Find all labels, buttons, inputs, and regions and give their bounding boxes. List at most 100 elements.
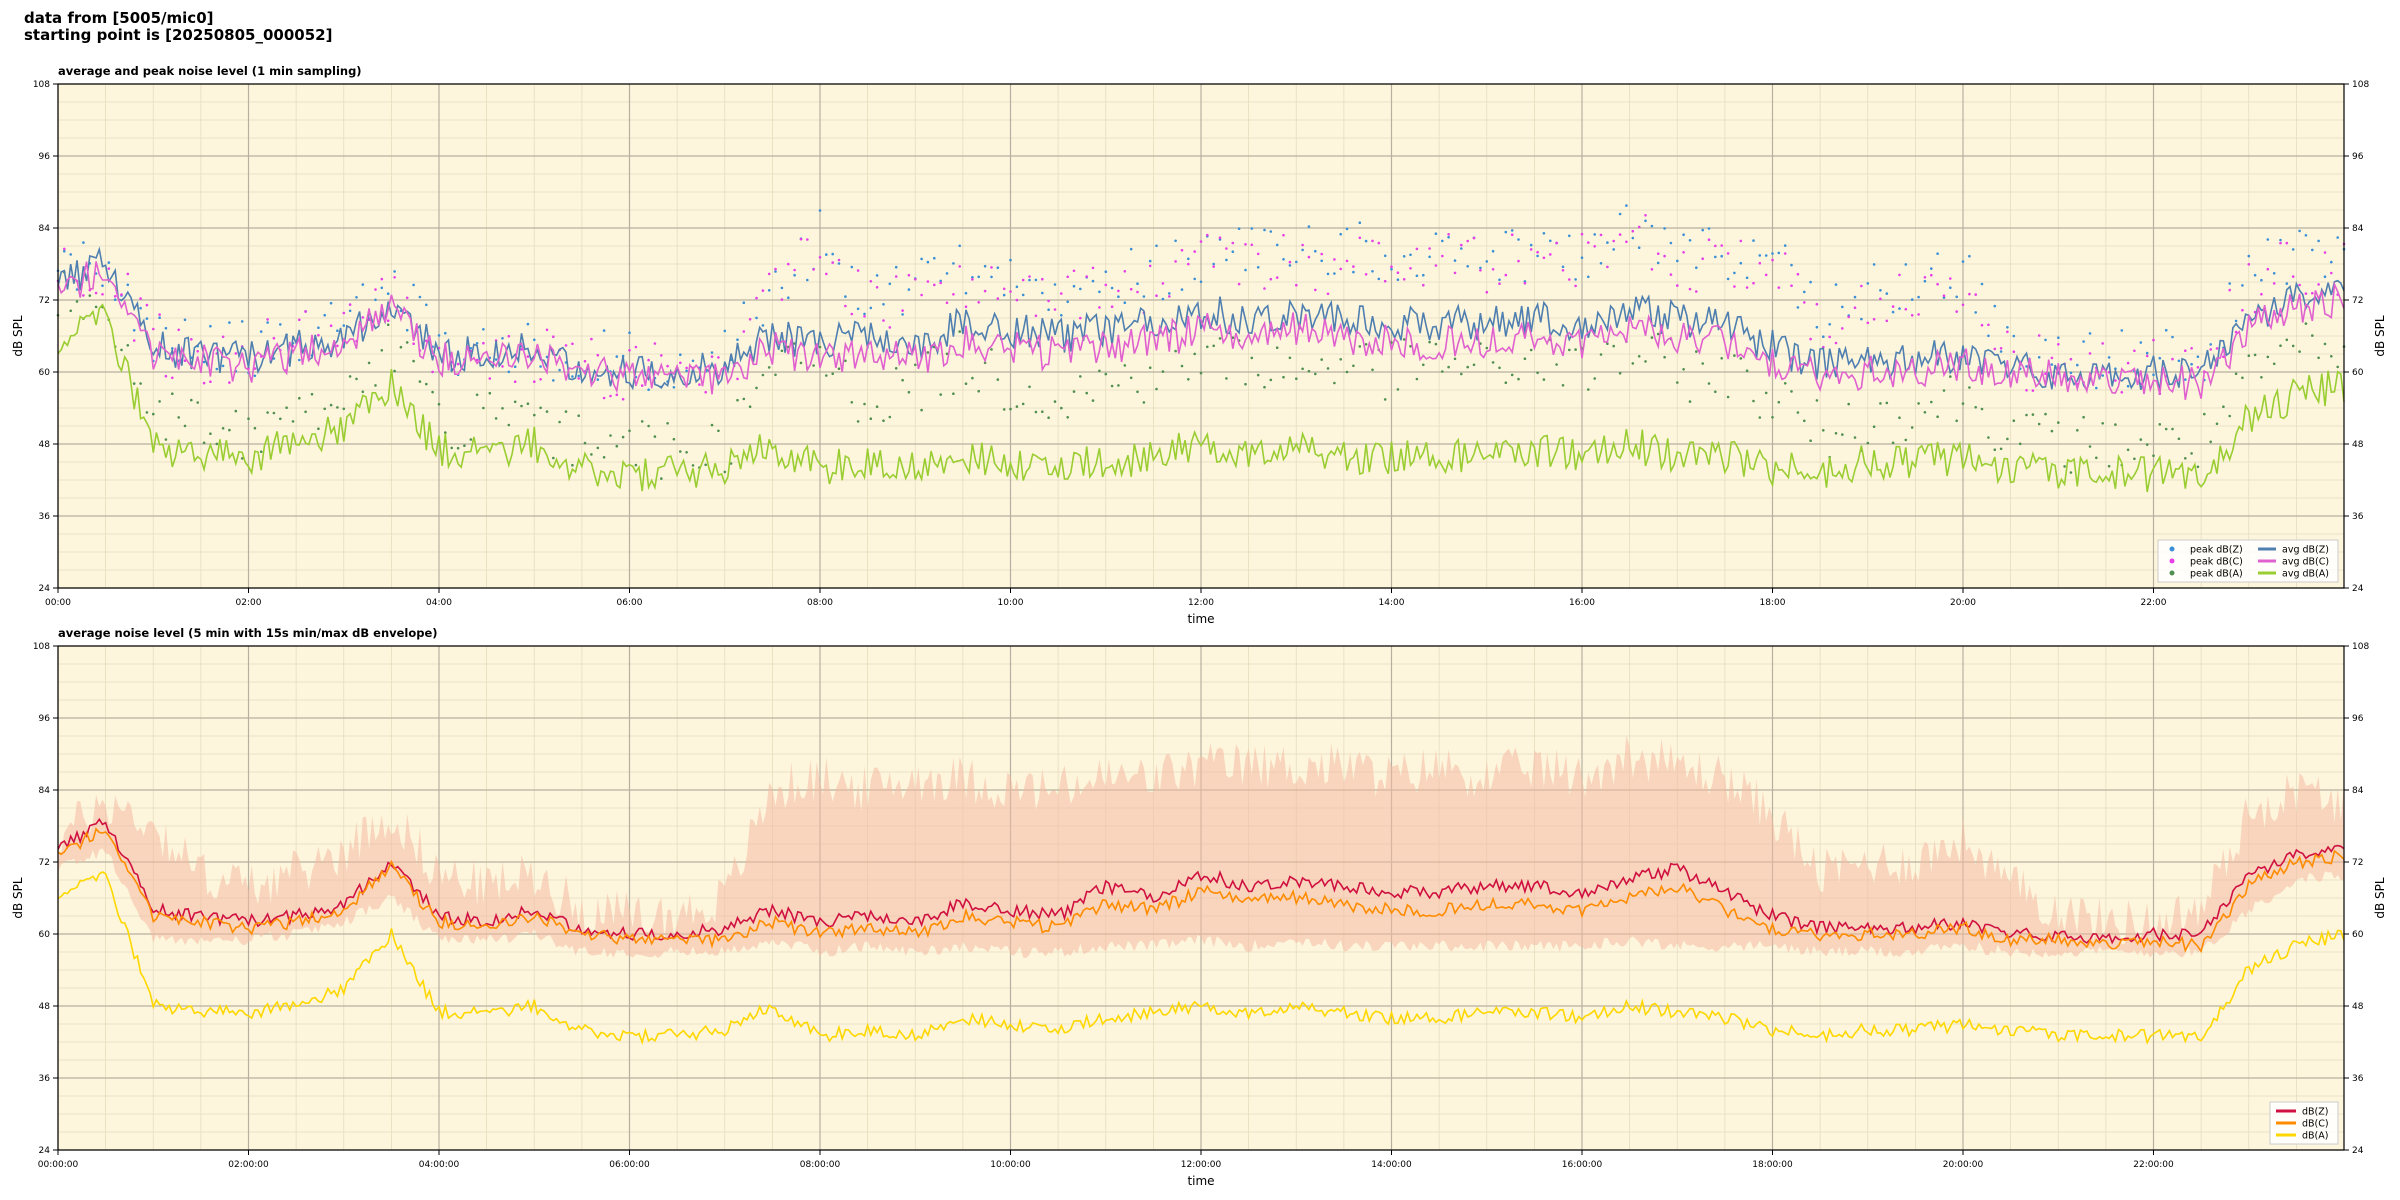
peak-point: [679, 353, 682, 357]
peak-point: [164, 438, 168, 441]
peak-point: [88, 294, 92, 297]
peak-point: [1726, 395, 1730, 399]
peak-point: [209, 324, 212, 328]
peak-point: [1676, 259, 1679, 263]
peak-point: [952, 293, 955, 296]
peak-point: [1777, 286, 1781, 289]
peak-point: [1250, 243, 1254, 247]
y-tick-label: 48: [39, 440, 51, 450]
peak-point: [1383, 279, 1387, 283]
peak-point: [2133, 349, 2136, 353]
peak-point: [1764, 273, 1768, 277]
peak-point: [393, 270, 396, 273]
peak-point: [317, 427, 320, 431]
peak-point: [1498, 282, 1501, 285]
peak-point: [1587, 241, 1590, 244]
peak-point: [2298, 283, 2301, 287]
peak-point: [1326, 292, 1330, 296]
peak-point: [628, 429, 631, 433]
peak-point: [767, 289, 771, 292]
peak-point: [1701, 257, 1704, 260]
peak-point: [552, 379, 555, 382]
peak-point: [1860, 284, 1863, 288]
peak-point: [1993, 347, 1997, 351]
peak-point: [1136, 290, 1139, 294]
y-tick-label: 60: [39, 368, 51, 378]
peak-point: [405, 328, 409, 332]
peak-point: [1148, 264, 1152, 268]
y-tick-label: 84: [39, 786, 51, 796]
peak-point: [1637, 246, 1641, 249]
peak-point: [1206, 345, 1209, 349]
peak-point: [920, 293, 923, 297]
peak-point: [240, 457, 244, 460]
peak-point: [1396, 278, 1400, 281]
peak-point: [1987, 436, 1990, 439]
peak-point: [126, 272, 130, 276]
peak-point: [329, 301, 333, 305]
peak-point: [1828, 323, 1831, 326]
peak-point: [1923, 279, 1927, 283]
peak-point: [2311, 248, 2314, 252]
peak-point: [2330, 271, 2333, 275]
peak-point: [552, 335, 555, 339]
peak-point: [628, 331, 631, 335]
peak-point: [1237, 227, 1241, 230]
peak-point: [2031, 413, 2035, 416]
peak-point: [1841, 305, 1844, 309]
peak-point: [1688, 400, 1692, 403]
x-tick-label: 12:00: [1188, 598, 1214, 608]
peak-point: [2152, 373, 2155, 377]
peak-point: [1218, 238, 1222, 241]
peak-point: [342, 324, 346, 327]
peak-point: [259, 330, 263, 333]
peak-point: [1256, 266, 1260, 269]
peak-point: [564, 410, 568, 413]
peak-point: [285, 406, 288, 410]
peak-point: [2044, 338, 2047, 342]
peak-point: [1974, 311, 1977, 314]
peak-point: [2069, 471, 2073, 474]
x-tick-label: 08:00:00: [800, 1160, 841, 1170]
peak-point: [1047, 299, 1050, 303]
peak-point: [386, 319, 390, 323]
peak-point: [1739, 239, 1743, 243]
peak-point: [1771, 416, 1774, 419]
peak-point: [2126, 361, 2130, 365]
peak-point: [1364, 239, 1368, 243]
chart-average-envelope: 24 24 36 36 48 48 60 60 72 72 84 84 96 96 108 108 00:00:…: [11, 626, 2387, 1188]
peak-point: [2304, 292, 2308, 295]
peak-point: [1180, 248, 1184, 252]
peak-point: [2279, 238, 2282, 242]
peak-point: [158, 316, 161, 320]
peak-point: [1136, 282, 1139, 285]
peak-point: [1599, 233, 1603, 237]
peak-point: [1853, 306, 1857, 309]
peak-point: [1637, 355, 1641, 358]
peak-point: [190, 398, 193, 402]
peak-point: [1498, 278, 1501, 282]
peak-point: [183, 359, 187, 363]
peak-point: [2025, 365, 2028, 368]
peak-point: [1282, 258, 1285, 261]
peak-point: [920, 408, 923, 412]
peak-point: [2018, 442, 2022, 446]
peak-point: [2114, 379, 2117, 382]
peak-point: [615, 393, 619, 397]
peak-point: [69, 253, 72, 256]
peak-point: [1485, 260, 1489, 263]
y-axis-label: dB SPL: [11, 877, 25, 919]
peak-point: [1809, 280, 1812, 284]
peak-point: [2006, 326, 2009, 329]
peak-point: [266, 411, 269, 414]
peak-point: [1783, 382, 1787, 385]
peak-point: [291, 420, 295, 423]
peak-point: [1402, 338, 1406, 341]
peak-point: [2311, 291, 2314, 295]
peak-point: [1593, 377, 1596, 380]
peak-point: [2171, 427, 2174, 431]
peak-point: [1282, 375, 1285, 379]
peak-point: [1206, 233, 1209, 237]
peak-point: [494, 358, 498, 361]
peak-point: [1930, 400, 1933, 404]
